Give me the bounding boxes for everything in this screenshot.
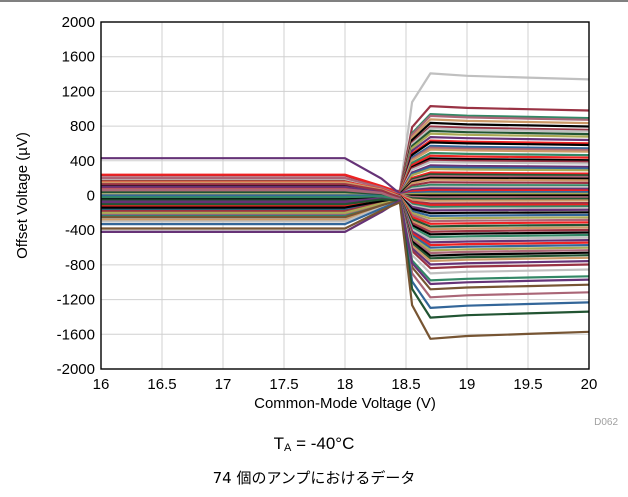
- x-tick-label: 20: [581, 376, 598, 393]
- series-line-33: [101, 157, 590, 195]
- y-tick-label: 0: [87, 188, 95, 205]
- series-lines: [101, 72, 590, 340]
- x-tick-label: 16: [93, 376, 110, 393]
- y-axis-title: Offset Voltage (µV): [14, 132, 31, 259]
- x-tick-label: 18.5: [391, 376, 420, 393]
- temperature-subscript: A: [284, 442, 292, 454]
- y-tick-label: -400: [65, 222, 95, 239]
- x-tick-label: 16.5: [147, 376, 176, 393]
- temperature-caption: TA = -40°C: [0, 434, 628, 454]
- y-tick-label: 1200: [62, 83, 95, 100]
- x-tick-label: 18: [337, 376, 354, 393]
- y-tick-label: -1600: [57, 326, 95, 343]
- y-tick-label: -1200: [57, 292, 95, 309]
- top-rule: [0, 0, 628, 2]
- x-axis-title: Common-Mode Voltage (V): [254, 395, 436, 412]
- x-tick-label: 17: [215, 376, 232, 393]
- plot-frame: [100, 21, 590, 370]
- y-tick-label: -2000: [57, 361, 95, 378]
- series-line-73: [101, 199, 590, 286]
- y-tick-label: 400: [70, 153, 95, 170]
- y-tick-label: 800: [70, 118, 95, 135]
- series-line-74: [101, 201, 590, 340]
- temperature-symbol: T: [273, 434, 284, 453]
- x-tick-label: 17.5: [269, 376, 298, 393]
- y-tick-labels: 2000 1600 1200 800 400 0 -400 -800 -1200 -1600 -20…: [57, 14, 95, 378]
- x-tick-labels: 16 16.5 17 17.5 18 18.5 19 19.5 20: [93, 376, 598, 393]
- x-tick-label: 19.5: [513, 376, 542, 393]
- series-line-38: [101, 177, 589, 199]
- x-tick-label: 19: [459, 376, 476, 393]
- y-tick-label: 1600: [62, 49, 95, 66]
- y-tick-label: 2000: [62, 14, 95, 31]
- offset-voltage-chart: 16 16.5 17 17.5 18 18.5 19 19.5 20 2000 1600 1200 8…: [14, 14, 618, 428]
- y-tick-label: -800: [65, 257, 95, 274]
- temperature-value: = -40°C: [291, 434, 355, 453]
- figure-id: D062: [594, 417, 618, 428]
- amp-count-caption: 74 個のアンプにおけるデータ: [212, 469, 416, 487]
